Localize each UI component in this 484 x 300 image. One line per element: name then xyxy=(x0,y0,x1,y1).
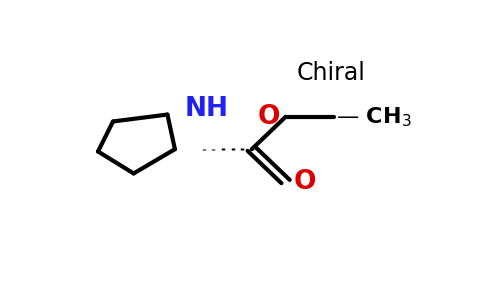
Text: O: O xyxy=(257,104,280,130)
Text: — CH$_3$: — CH$_3$ xyxy=(336,105,412,129)
Text: Chiral: Chiral xyxy=(296,61,365,85)
Text: O: O xyxy=(294,169,317,194)
Text: NH: NH xyxy=(184,96,228,122)
